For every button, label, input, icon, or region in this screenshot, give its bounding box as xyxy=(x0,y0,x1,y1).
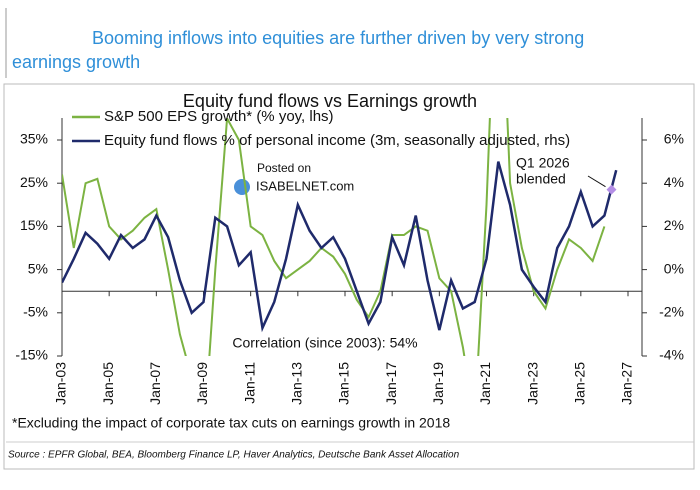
plot xyxy=(62,118,618,356)
annotation: Correlation (since 2003): 54% xyxy=(232,335,417,351)
header-title: Booming inflows into equities are furthe… xyxy=(12,28,585,72)
legend-label: Equity fund flows % of personal income (… xyxy=(104,132,570,149)
x-tick-label: Jan-07 xyxy=(147,362,163,405)
x-tick-label: Jan-09 xyxy=(194,362,210,405)
y2-tick-label: 0% xyxy=(664,260,684,276)
y2-tick-label: 4% xyxy=(664,174,684,190)
source: Source : EPFR Global, BEA, Bloomberg Fin… xyxy=(8,450,460,461)
x-tick-label: Jan-23 xyxy=(524,362,540,405)
y-tick-label: 5% xyxy=(28,260,48,276)
y-tick-label: 15% xyxy=(20,217,48,233)
series-line xyxy=(62,161,618,333)
marker xyxy=(606,184,617,195)
y-tick-label: -15% xyxy=(15,347,48,363)
watermark: ISABELNET.com xyxy=(256,178,354,193)
y-tick-label: -5% xyxy=(23,304,48,320)
y2-tick-label: -2% xyxy=(659,304,684,320)
watermark-logo xyxy=(234,179,250,195)
y2-tick-label: 2% xyxy=(664,217,684,233)
marker-label: blended xyxy=(516,171,566,187)
x-tick-label: Jan-13 xyxy=(289,362,305,405)
marker-label: Q1 2026 xyxy=(516,155,570,171)
series-line xyxy=(62,118,606,356)
frame xyxy=(3,83,695,470)
y-tick-label: 25% xyxy=(20,174,48,190)
x-tick-label: Jan-15 xyxy=(336,362,352,405)
x-tick-label: Jan-17 xyxy=(383,362,399,405)
x-tick-label: Jan-19 xyxy=(430,362,446,405)
marker-arrow xyxy=(587,175,606,188)
y-tick-label: 35% xyxy=(20,131,48,147)
y2-tick-label: 6% xyxy=(664,131,684,147)
watermark: Posted on xyxy=(257,161,311,175)
x-tick-label: Jan-21 xyxy=(477,362,493,405)
footnote: *Excluding the impact of corporate tax c… xyxy=(12,415,450,431)
chart-title: Equity fund flows vs Earnings growth xyxy=(183,91,477,111)
x-tick-label: Jan-27 xyxy=(619,362,635,405)
x-tick-label: Jan-05 xyxy=(100,362,116,405)
legend-label: S&P 500 EPS growth* (% yoy, lhs) xyxy=(104,108,334,125)
x-tick-label: Jan-25 xyxy=(572,362,588,405)
x-tick-label: Jan-11 xyxy=(241,362,257,404)
y2-tick-label: -4% xyxy=(659,347,684,363)
x-tick-label: Jan-03 xyxy=(53,362,69,405)
